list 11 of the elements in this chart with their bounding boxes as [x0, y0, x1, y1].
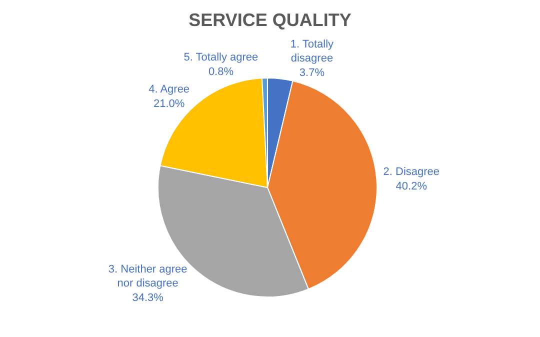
slice-label: 5. Totally agree [184, 52, 258, 64]
chart-title: SERVICE QUALITY [188, 10, 352, 30]
data-label: 34.3% [132, 292, 164, 304]
data-label: 40.2% [396, 180, 428, 192]
slice-label: 4. Agree [148, 84, 190, 96]
slice-label: 2. Disagree [383, 166, 440, 178]
slice-label: 3. Neither agree nor disagree [108, 263, 188, 290]
data-label: 21.0% [153, 98, 185, 110]
slice-label: 1. Totally disagree [290, 38, 334, 65]
data-label: 3.7% [299, 67, 325, 80]
data-label: 0.8% [208, 66, 234, 78]
